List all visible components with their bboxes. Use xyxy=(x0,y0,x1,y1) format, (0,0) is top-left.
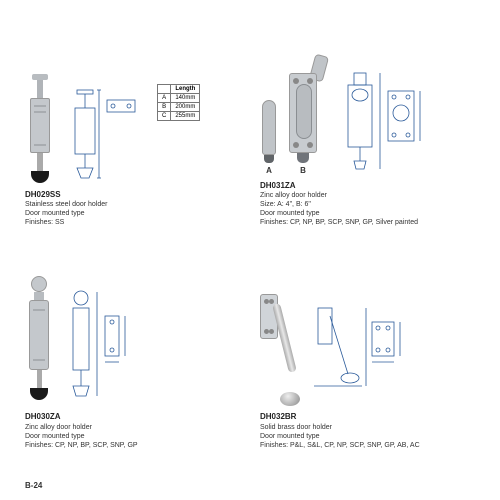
desc1-dh029ss: Stainless steel door holder xyxy=(25,200,240,209)
product-image-dh029ss xyxy=(25,74,55,184)
len-row-a-val: 140mm xyxy=(171,93,200,102)
page-number: B-24 xyxy=(25,481,42,490)
caption-dh029ss: DH029SS Stainless steel door holder Door… xyxy=(25,190,240,228)
render-dh031za: A B xyxy=(260,55,330,175)
product-image-dh030za xyxy=(25,276,53,406)
model-dh029ss: DH029SS xyxy=(25,190,240,200)
desc1-dh032br: Solid brass door holder xyxy=(260,423,475,432)
desc1-dh030za: Zinc alloy door holder xyxy=(25,423,240,432)
finishes-dh031za: Finishes: CP, NP, BP, SCP, SNP, GP, Silv… xyxy=(260,218,475,227)
len-row-c-key: C xyxy=(158,111,171,120)
product-image-dh032br xyxy=(260,286,300,406)
desc2-dh032br: Door mounted type xyxy=(260,432,475,441)
finishes-dh030za: Finishes: CP, NP, BP, SCP, SNP, GP xyxy=(25,441,240,450)
label-b: B xyxy=(286,166,320,175)
desc2-dh031za: Door mounted type xyxy=(260,209,475,218)
svg-dh032br xyxy=(308,296,408,406)
cell-dh029ss: Length A140mm B200mm C255mm DH029SS Stai… xyxy=(25,20,240,228)
svg-dh031za xyxy=(338,65,428,175)
render-dh030za xyxy=(25,276,53,406)
model-dh032br: DH032BR xyxy=(260,412,475,422)
product-image-dh031za: A B xyxy=(260,55,330,175)
tech-diagram-dh031za xyxy=(338,65,428,175)
label-a: A xyxy=(260,166,278,175)
model-dh031za: DH031ZA xyxy=(260,181,475,191)
tech-diagram-dh030za xyxy=(61,286,151,406)
len-row-a-key: A xyxy=(158,93,171,102)
tech-diagram-dh029ss: Length A140mm B200mm C255mm xyxy=(63,84,200,184)
visual-dh032br xyxy=(260,243,475,407)
cell-dh032br: DH032BR Solid brass door holder Door mou… xyxy=(260,243,475,451)
len-row-c-val: 255mm xyxy=(171,111,200,120)
cell-dh030za: DH030ZA Zinc alloy door holder Door moun… xyxy=(25,243,240,451)
visual-dh031za: A B xyxy=(260,20,475,175)
catalog-grid: Length A140mm B200mm C255mm DH029SS Stai… xyxy=(25,20,475,450)
svg-dh030za xyxy=(61,286,151,406)
len-row-b-key: B xyxy=(158,102,171,111)
size-dh031za: Size: A: 4", B: 6" xyxy=(260,200,475,209)
visual-dh030za xyxy=(25,243,240,407)
caption-dh030za: DH030ZA Zinc alloy door holder Door moun… xyxy=(25,412,240,450)
svg-dh029ss xyxy=(63,84,153,184)
length-table: Length A140mm B200mm C255mm xyxy=(157,84,200,121)
length-header: Length xyxy=(171,84,200,93)
desc2-dh030za: Door mounted type xyxy=(25,432,240,441)
desc1-dh031za: Zinc alloy door holder xyxy=(260,191,475,200)
finishes-dh032br: Finishes: P&L, S&L, CP, NP, SCP, SNP, GP… xyxy=(260,441,475,450)
render-dh029ss xyxy=(25,74,55,184)
cell-dh031za: A B xyxy=(260,20,475,228)
finishes-dh029ss: Finishes: SS xyxy=(25,218,240,227)
caption-dh031za: DH031ZA Zinc alloy door holder Size: A: … xyxy=(260,181,475,228)
tech-diagram-dh032br xyxy=(308,296,408,406)
len-row-b-val: 200mm xyxy=(171,102,200,111)
model-dh030za: DH030ZA xyxy=(25,412,240,422)
caption-dh032br: DH032BR Solid brass door holder Door mou… xyxy=(260,412,475,450)
visual-dh029ss: Length A140mm B200mm C255mm xyxy=(25,20,240,184)
render-dh032br xyxy=(260,286,300,406)
desc2-dh029ss: Door mounted type xyxy=(25,209,240,218)
